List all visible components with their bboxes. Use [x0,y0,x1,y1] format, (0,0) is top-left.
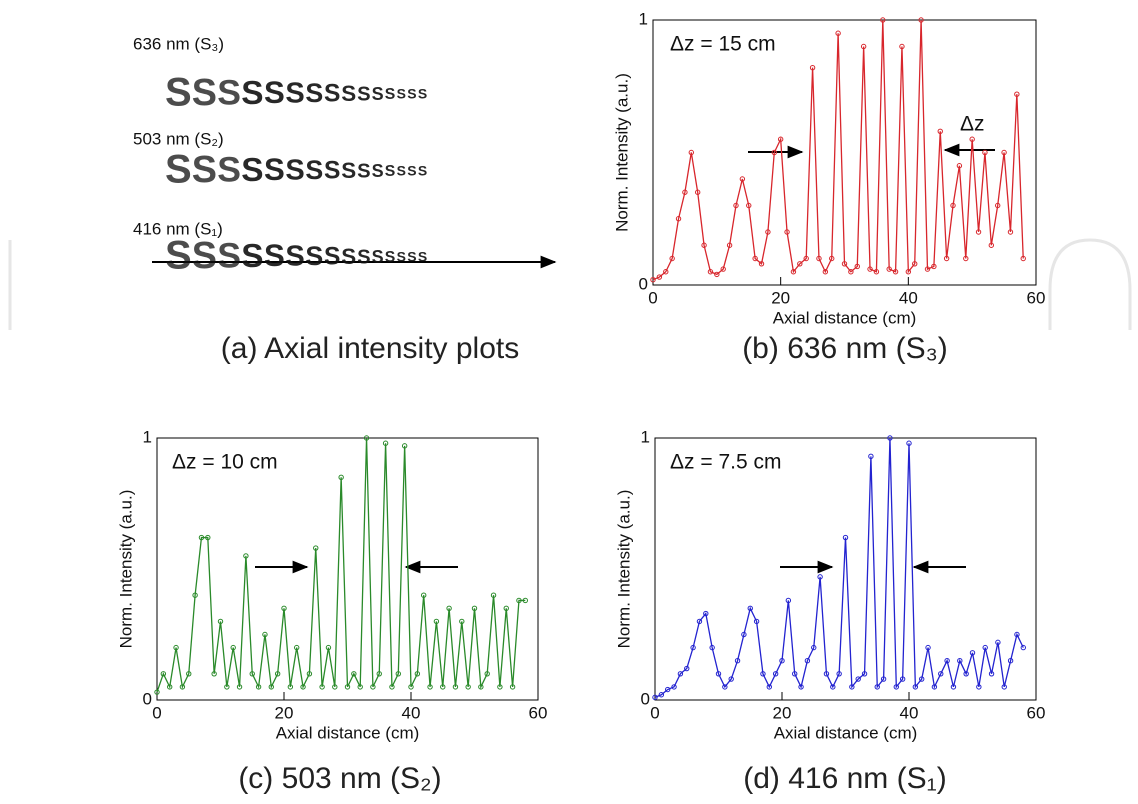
glyph: S [385,86,396,103]
glyph: S [357,83,370,105]
x-tick-label: 0 [650,703,659,722]
x-tick-label: 20 [773,703,792,722]
glyph: S [285,241,304,273]
series-line [157,438,525,692]
glyph: S [372,161,384,181]
glyph: S [285,155,304,187]
y-tick-label: 0 [143,689,152,708]
glyph: S [165,234,192,278]
x-axis-label: Axial distance (cm) [774,723,918,742]
plot-frame [655,438,1036,700]
glyph: S [357,160,370,182]
glyph: S [217,149,241,189]
x-tick-label: 40 [900,703,919,722]
glyph: S [217,235,241,275]
x-tick-label: 60 [529,703,548,722]
panel-caption: (a) Axial intensity plots [221,332,519,365]
glyph: S [241,152,263,189]
x-tick-label: 40 [402,703,421,722]
glyph: S [341,244,356,269]
glyph: S [192,149,217,191]
x-axis-label: Axial distance (cm) [276,723,420,742]
x-tick-label: 60 [1027,703,1046,722]
series-line [655,438,1023,697]
glyph: S [407,163,416,179]
annotation: Δz [960,113,985,136]
annotation: Δz = 7.5 cm [670,451,781,474]
x-tick-label: 0 [152,703,161,722]
y-tick-label: 1 [641,427,650,446]
glyph: S [264,152,285,187]
glyph: S [305,155,323,185]
glyph: S [397,249,406,265]
glyph: S [165,71,192,115]
glyph: S [241,75,263,112]
glyph: S [264,238,285,273]
glyph: S [397,86,406,102]
panel-caption: (d) 416 nm (S₁) [743,762,947,795]
glyph: S [305,78,323,108]
glyph: S [372,84,384,104]
y-axis-label: Norm. Intensity (a.u.) [612,73,631,232]
glyph: S [357,246,370,268]
y-axis-label: Norm. Intensity (a.u.) [614,490,633,649]
glyph: S [192,235,217,277]
glyph: S [324,244,340,271]
glyph: S [418,86,427,102]
glyph: S [192,72,217,114]
glyph: S [264,75,285,110]
x-tick-label: 40 [899,288,918,307]
glyph: S [305,241,323,271]
x-tick-label: 60 [1027,288,1046,307]
x-tick-label: 0 [648,288,657,307]
glyph: S [397,163,406,179]
glyph: S [341,81,356,106]
x-tick-label: 20 [275,703,294,722]
y-axis-label: Norm. Intensity (a.u.) [116,490,135,649]
glyph: S [217,72,241,112]
panel-caption: (b) 636 nm (S₃) [742,332,948,365]
panel-caption: (c) 503 nm (S₂) [238,762,441,795]
glyph: S [407,249,416,265]
y-tick-label: 1 [143,427,152,446]
row-label: 636 nm (S₃) [133,34,224,53]
glyph: S [324,81,340,108]
glyph: S [241,238,263,275]
glyph: S [407,86,416,102]
glyph: S [385,249,396,266]
glyph: S [285,78,304,110]
row-label: 503 nm (S₂) [133,129,224,148]
annotation: Δz = 10 cm [172,451,278,474]
figure: (a) Axial intensity plots 636 nm (S₃) 50… [0,0,1138,804]
glyph: S [165,148,192,192]
glyph: S [418,163,427,179]
glyph: S [385,163,396,180]
glyph: S [324,158,340,185]
x-axis-label: Axial distance (cm) [773,308,917,327]
y-tick-label: 0 [639,274,648,293]
x-tick-label: 20 [771,288,790,307]
y-tick-label: 1 [639,9,648,28]
glyph: S [341,158,356,183]
glyph: S [418,249,427,265]
annotation: Δz = 15 cm [670,33,776,56]
y-tick-label: 0 [641,689,650,708]
glyph: S [372,247,384,267]
